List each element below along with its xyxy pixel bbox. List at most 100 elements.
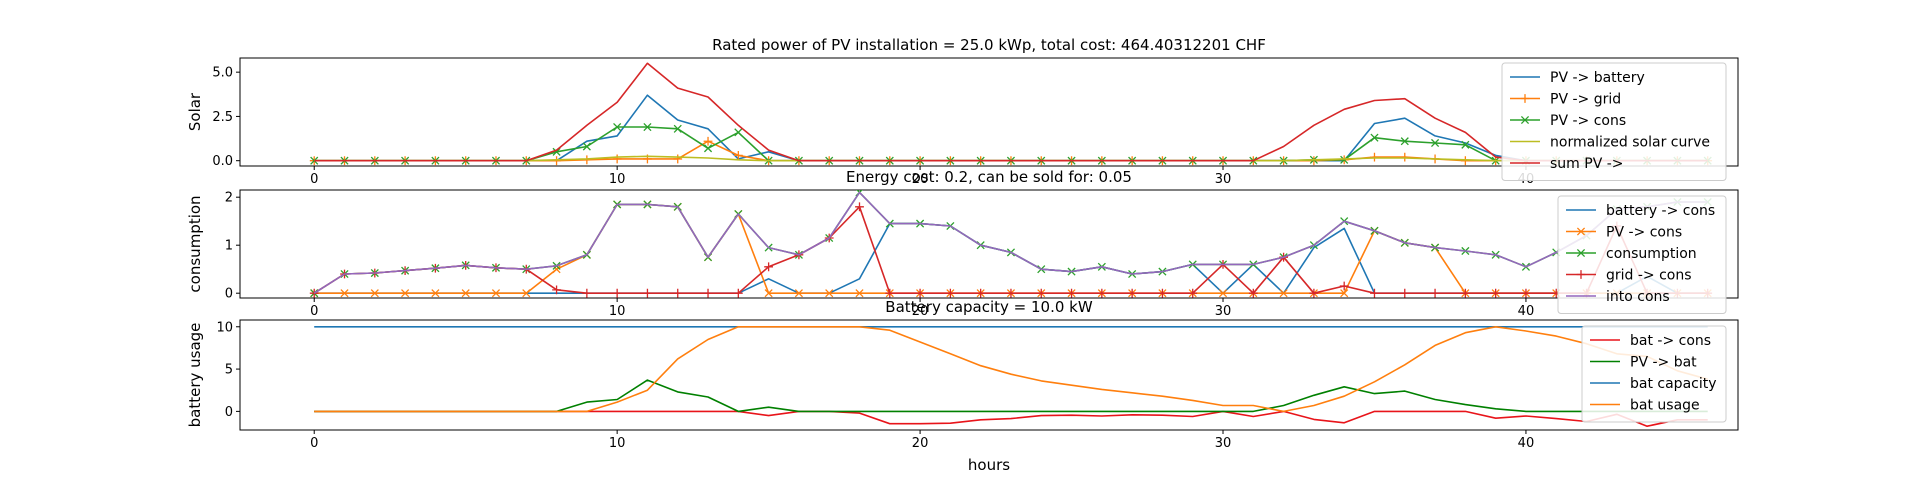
data-point <box>612 288 622 298</box>
x-tick-label: 20 <box>912 172 929 187</box>
series-line <box>314 203 1708 295</box>
y-tick-label: 0.0 <box>212 154 233 169</box>
data-point <box>582 288 592 298</box>
y-tick-label: 5.0 <box>212 66 233 81</box>
x-tick-label: 40 <box>1518 304 1535 319</box>
legend-label: bat capacity <box>1630 376 1717 392</box>
data-point <box>431 289 440 298</box>
x-tick-label: 30 <box>1215 172 1232 187</box>
data-point <box>340 289 349 298</box>
legend-label: PV -> cons <box>1550 113 1626 129</box>
legend-label: PV -> bat <box>1630 355 1697 371</box>
data-point <box>733 150 743 160</box>
series-1 <box>314 410 1708 428</box>
data-point <box>825 289 834 298</box>
subplot-title: Rated power of PV installation = 25.0 kW… <box>712 36 1266 54</box>
x-tick-label: 10 <box>609 304 626 319</box>
legend-label: sum PV -> <box>1550 156 1624 172</box>
series-line <box>314 62 1708 162</box>
data-point <box>1067 288 1076 298</box>
legend-label: bat usage <box>1630 398 1700 414</box>
data-point <box>1370 152 1379 162</box>
plot-frame <box>239 189 1739 299</box>
data-point <box>1340 155 1349 164</box>
legend-box <box>1581 325 1727 423</box>
series-line <box>313 191 1708 294</box>
data-point <box>733 288 743 298</box>
y-tick-label: 0 <box>225 287 233 302</box>
y-axis-label: consumption <box>186 195 204 292</box>
y-tick-label: 5 <box>225 363 233 378</box>
data-point <box>764 262 774 272</box>
data-point <box>1400 137 1409 146</box>
legend-label: into cons <box>1606 289 1670 305</box>
x-tick-label: 20 <box>912 304 929 319</box>
data-point <box>582 155 592 165</box>
y-tick-label: 1 <box>225 239 233 254</box>
data-point <box>1460 288 1470 298</box>
data-point <box>703 144 713 153</box>
series-line <box>313 191 1708 294</box>
legend-marker <box>1576 248 1586 258</box>
legend-marker <box>1576 227 1586 236</box>
data-point <box>976 288 986 298</box>
data-point <box>461 289 470 298</box>
data-point <box>643 288 652 298</box>
data-point <box>1370 288 1379 298</box>
data-point <box>1279 289 1288 298</box>
x-tick-label: 20 <box>912 436 929 451</box>
data-point <box>612 154 622 164</box>
data-point <box>1036 288 1046 298</box>
data-point <box>673 124 682 133</box>
series-line <box>314 325 1708 413</box>
data-point <box>915 288 925 298</box>
legend-marker <box>1520 94 1530 103</box>
data-point <box>613 122 622 132</box>
data-point <box>734 128 743 137</box>
legend-label: battery -> cons <box>1606 203 1715 219</box>
data-point <box>552 285 561 295</box>
data-point <box>401 289 410 298</box>
legend: bat -> cons PV -> bat bat capacity bat usag… <box>1581 325 1727 423</box>
series-line <box>314 94 1708 162</box>
data-point <box>1127 288 1137 298</box>
legend-label: PV -> battery <box>1550 70 1645 86</box>
data-point <box>1400 152 1410 162</box>
legend-label: bat -> cons <box>1630 333 1711 349</box>
series-1 <box>314 94 1708 162</box>
series-4 <box>314 325 1708 413</box>
x-tick-label: 10 <box>609 172 626 187</box>
x-tick-label: 10 <box>609 436 626 451</box>
series-5 <box>314 62 1708 162</box>
data-point <box>1158 288 1167 298</box>
data-point <box>1431 138 1440 148</box>
data-point <box>855 202 864 212</box>
legend-label: normalized solar curve <box>1550 135 1710 151</box>
data-point <box>945 288 955 298</box>
legend-label: PV -> grid <box>1550 92 1621 108</box>
data-point <box>1521 288 1531 298</box>
subplot-title: Battery capacity = 10.0 kW <box>885 298 1093 316</box>
x-tick-label: 0 <box>310 172 318 187</box>
data-point <box>582 142 591 151</box>
data-point <box>885 288 895 298</box>
data-point <box>1340 289 1349 298</box>
series-line <box>314 410 1708 428</box>
data-point <box>1218 289 1228 298</box>
data-point <box>1370 133 1379 142</box>
data-point <box>703 136 713 146</box>
series-3 <box>310 190 1712 298</box>
data-point <box>491 289 501 298</box>
legend-label: PV -> cons <box>1606 225 1682 241</box>
data-point <box>643 122 652 132</box>
data-point <box>370 289 379 298</box>
legend-label: grid -> cons <box>1606 268 1692 284</box>
subplot-title: Energy cost: 0.2, can be sold for: 0.05 <box>846 168 1132 186</box>
data-point <box>1339 281 1349 291</box>
y-tick-label: 0 <box>225 405 233 420</box>
data-point <box>1460 156 1470 166</box>
legend: battery -> cons PV -> cons consumption grid… <box>1557 195 1727 314</box>
x-tick-label: 30 <box>1215 436 1232 451</box>
data-point <box>522 289 531 298</box>
y-tick-label: 2 <box>225 191 233 206</box>
